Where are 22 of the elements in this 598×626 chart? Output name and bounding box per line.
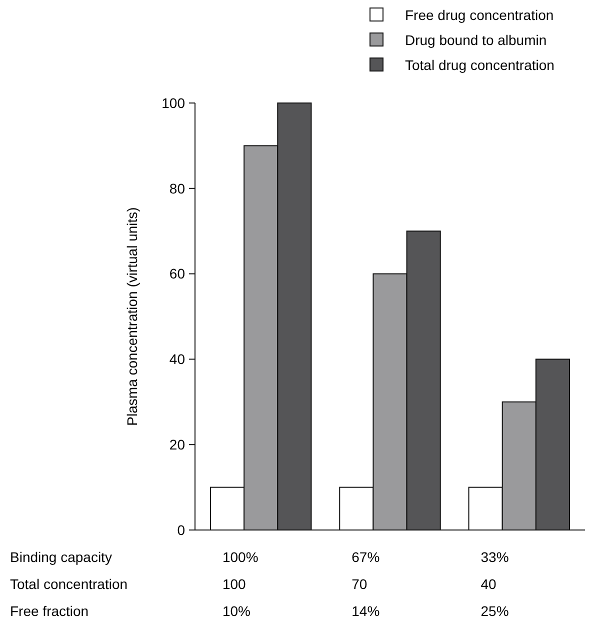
text: Free fraction [10, 602, 89, 619]
y-tick-label: 60 [169, 266, 186, 282]
y-tick-label: 40 [169, 351, 186, 368]
y-tick-label: 0 [177, 522, 186, 538]
text: 10% [222, 602, 251, 619]
text: 14% [352, 602, 380, 619]
text: 100 [222, 576, 246, 592]
y-tick-label: 20 [169, 436, 186, 452]
legend-label: Drug bound to albumin [405, 32, 547, 48]
y-tick-label: 100 [162, 94, 186, 111]
x-tick-label: 33% [480, 548, 509, 565]
text: Total concentration [10, 576, 128, 592]
y-axis-title: Plasma concentration (virtual units) [124, 207, 140, 426]
legend-label: Free drug concentration [405, 6, 554, 23]
x-tick-label: 67% [352, 548, 380, 565]
x-tick-label: 100% [222, 548, 258, 565]
text: 25% [480, 602, 509, 619]
x-axis-title: Binding capacity [10, 548, 112, 565]
text: 70 [352, 576, 368, 592]
text: 40 [480, 576, 497, 592]
y-tick-label: 80 [169, 180, 186, 196]
legend-label: Total drug concentration [405, 56, 554, 73]
